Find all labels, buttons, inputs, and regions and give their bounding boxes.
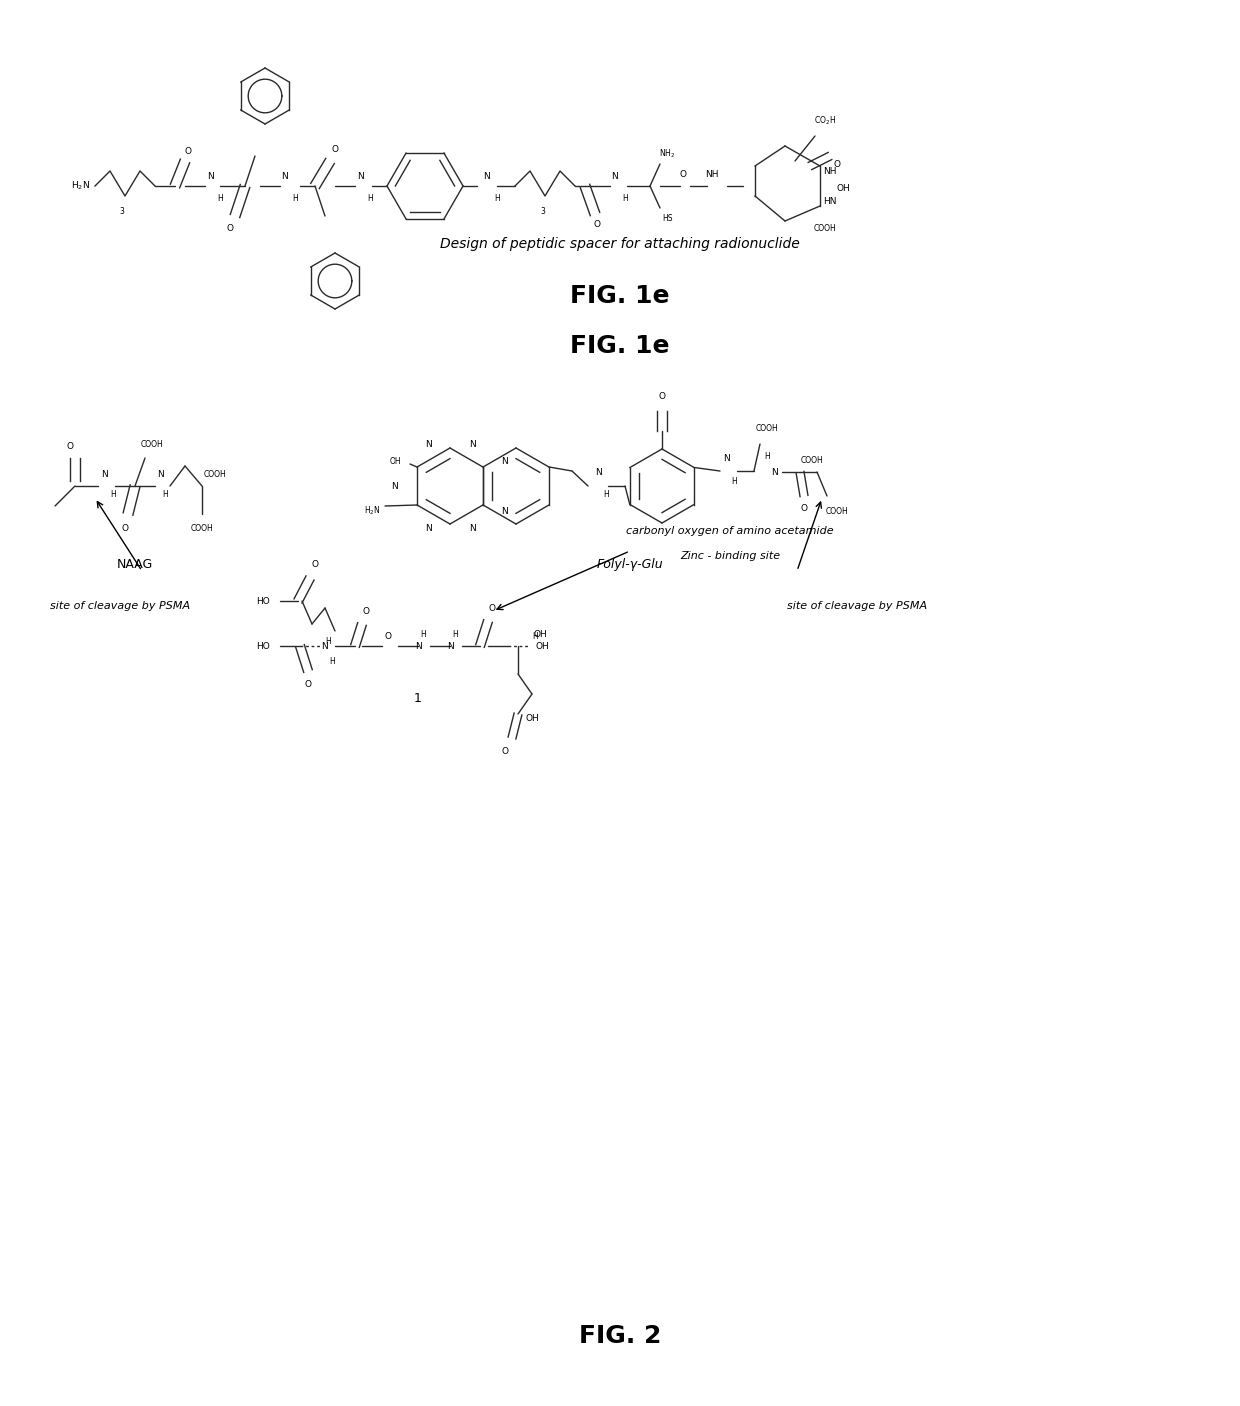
Text: COOH: COOH <box>801 456 823 464</box>
Text: O: O <box>362 606 370 616</box>
Text: N: N <box>502 457 508 465</box>
Text: Zinc - binding site: Zinc - binding site <box>680 551 780 561</box>
Text: NH$_2$: NH$_2$ <box>658 148 675 160</box>
Text: HS: HS <box>662 214 672 222</box>
Text: H: H <box>420 630 425 638</box>
Text: N: N <box>281 172 289 180</box>
Text: O: O <box>384 631 392 641</box>
Text: NH: NH <box>706 170 719 179</box>
Text: H$_2$N: H$_2$N <box>363 505 381 517</box>
Text: CO$_2$H: CO$_2$H <box>813 115 836 128</box>
Text: H: H <box>293 194 298 202</box>
Text: NAAG: NAAG <box>117 558 153 571</box>
Text: site of cleavage by PSMA: site of cleavage by PSMA <box>50 600 190 612</box>
Text: Folyl-γ-Glu: Folyl-γ-Glu <box>596 558 663 571</box>
Text: O: O <box>311 560 319 568</box>
Text: N: N <box>424 523 432 533</box>
Text: O: O <box>658 391 666 401</box>
Text: FIG. 2: FIG. 2 <box>579 1324 661 1348</box>
Text: NH: NH <box>823 166 837 176</box>
Text: N: N <box>484 172 490 180</box>
Text: site of cleavage by PSMA: site of cleavage by PSMA <box>787 600 928 612</box>
Text: H: H <box>217 194 223 202</box>
Text: O: O <box>833 159 841 169</box>
Text: OH: OH <box>536 641 549 651</box>
Text: H: H <box>325 637 331 645</box>
Text: H: H <box>532 631 538 641</box>
Text: H: H <box>162 489 167 499</box>
Text: O: O <box>67 441 73 450</box>
Text: COOH: COOH <box>755 423 779 433</box>
Text: O: O <box>489 603 496 613</box>
Text: N: N <box>469 523 475 533</box>
Text: COOH: COOH <box>191 523 213 533</box>
Text: H: H <box>732 477 737 485</box>
Text: H: H <box>367 194 373 202</box>
Text: N: N <box>321 641 329 651</box>
Text: COOH: COOH <box>813 224 836 233</box>
Text: FIG. 1e: FIG. 1e <box>570 335 670 359</box>
Text: N: N <box>595 468 601 477</box>
Text: HO: HO <box>257 641 270 651</box>
Text: COOH: COOH <box>826 506 848 516</box>
Text: HO: HO <box>257 596 270 606</box>
Text: OH: OH <box>533 630 547 638</box>
Text: HN: HN <box>823 197 837 205</box>
Text: carbonyl oxygen of amino acetamide: carbonyl oxygen of amino acetamide <box>626 526 833 536</box>
Text: N: N <box>156 470 164 478</box>
Text: H: H <box>329 657 335 665</box>
Text: O: O <box>801 503 807 513</box>
Text: O: O <box>680 170 687 179</box>
Text: COOH: COOH <box>140 440 164 449</box>
Text: OH: OH <box>525 713 539 723</box>
Text: N: N <box>414 641 422 651</box>
Text: N: N <box>611 172 619 180</box>
Text: O: O <box>227 224 233 232</box>
Text: N: N <box>469 440 475 449</box>
Text: N: N <box>207 172 213 180</box>
Text: H: H <box>622 194 627 202</box>
Text: N: N <box>446 641 454 651</box>
Text: Design of peptidic spacer for attaching radionuclide: Design of peptidic spacer for attaching … <box>440 238 800 252</box>
Text: N: N <box>770 468 777 477</box>
Text: N: N <box>102 470 108 478</box>
Text: O: O <box>501 747 508 755</box>
Text: O: O <box>594 219 600 229</box>
Text: H: H <box>603 489 609 499</box>
Text: H: H <box>110 489 115 499</box>
Text: OH: OH <box>389 457 401 465</box>
Text: OH: OH <box>836 184 849 193</box>
Text: O: O <box>305 679 311 689</box>
Text: N: N <box>502 506 508 516</box>
Text: 3: 3 <box>119 207 124 215</box>
Text: O: O <box>122 523 129 533</box>
Text: N: N <box>357 172 363 180</box>
Text: COOH: COOH <box>203 470 227 478</box>
Text: N: N <box>724 454 730 463</box>
Text: H$_2$N: H$_2$N <box>71 180 91 193</box>
Text: O: O <box>331 145 339 153</box>
Text: N: N <box>424 440 432 449</box>
Text: 3: 3 <box>541 207 546 215</box>
Text: FIG. 1e: FIG. 1e <box>570 284 670 308</box>
Text: H: H <box>494 194 500 202</box>
Text: N: N <box>392 481 398 491</box>
Text: 1: 1 <box>414 692 422 704</box>
Text: H: H <box>453 630 458 638</box>
Text: H: H <box>764 451 770 461</box>
Text: O: O <box>185 146 191 156</box>
